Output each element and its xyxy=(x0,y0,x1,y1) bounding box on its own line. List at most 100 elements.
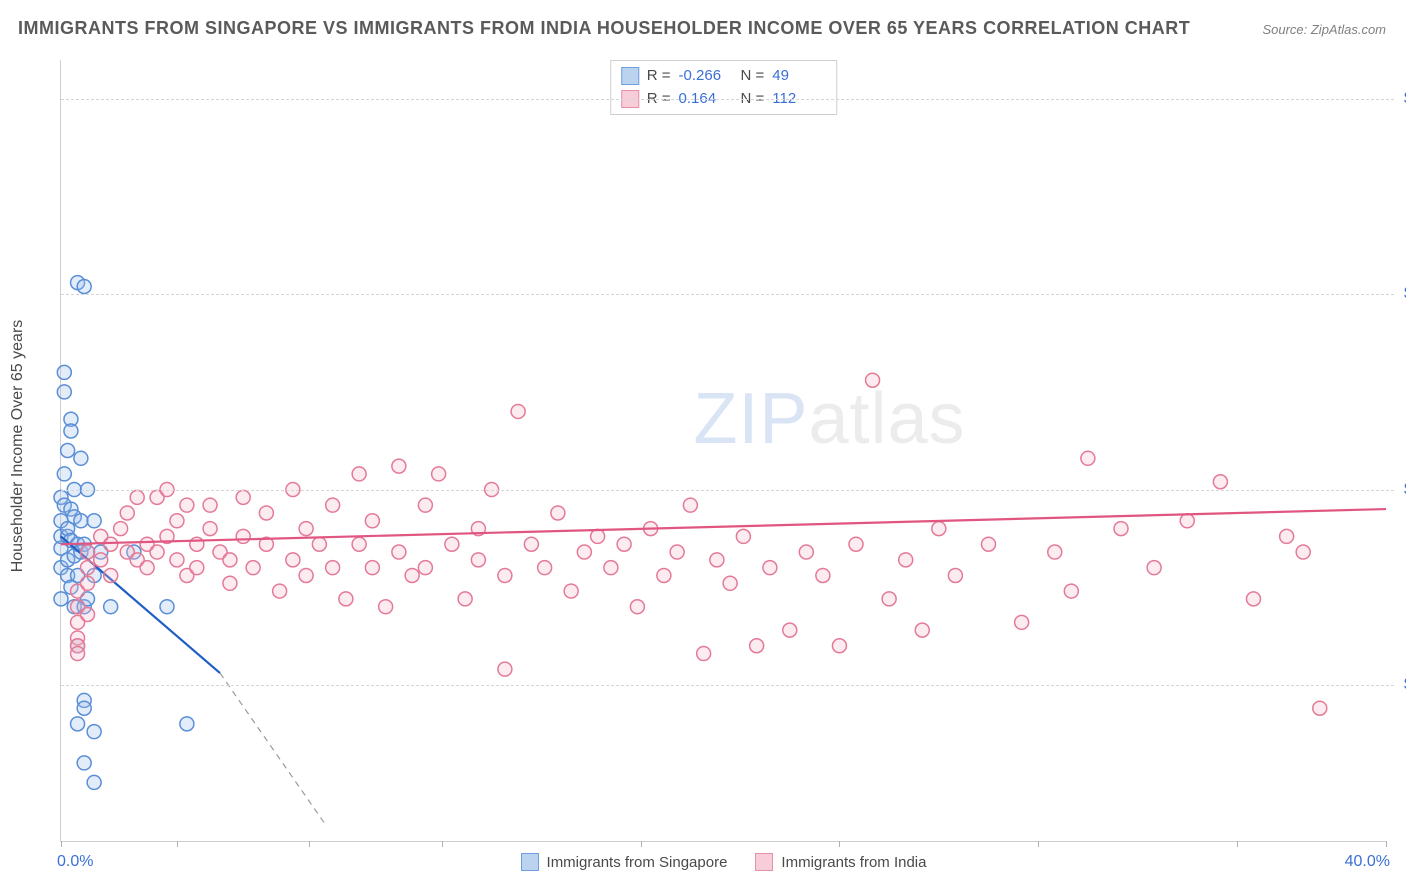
gridline xyxy=(61,685,1394,686)
data-point xyxy=(259,506,273,520)
stat-r-value: -0.266 xyxy=(679,65,733,88)
data-point xyxy=(392,459,406,473)
data-point xyxy=(81,608,95,622)
data-point xyxy=(160,600,174,614)
data-point xyxy=(74,514,88,528)
legend-label: Immigrants from Singapore xyxy=(547,854,728,871)
data-point xyxy=(81,576,95,590)
data-point xyxy=(524,537,538,551)
gridline xyxy=(61,99,1394,100)
stat-r-label: R = xyxy=(647,65,671,88)
legend-label: Immigrants from India xyxy=(781,854,926,871)
data-point xyxy=(104,537,118,551)
data-point xyxy=(74,451,88,465)
data-point xyxy=(246,561,260,575)
data-point xyxy=(392,545,406,559)
data-point xyxy=(87,514,101,528)
data-point xyxy=(1296,545,1310,559)
data-point xyxy=(670,545,684,559)
y-tick-label: $150,000 xyxy=(1394,285,1406,303)
data-point xyxy=(150,545,164,559)
data-point xyxy=(61,444,75,458)
scatter-svg xyxy=(61,60,1386,841)
data-point xyxy=(352,467,366,481)
data-point xyxy=(273,584,287,598)
data-point xyxy=(87,725,101,739)
data-point xyxy=(1015,615,1029,629)
data-point xyxy=(405,568,419,582)
data-point xyxy=(750,639,764,653)
x-tick-mark xyxy=(1038,841,1039,847)
data-point xyxy=(170,514,184,528)
data-point xyxy=(723,576,737,590)
source-attribution: Source: ZipAtlas.com xyxy=(1262,22,1386,37)
data-point xyxy=(64,424,78,438)
data-point xyxy=(697,647,711,661)
x-tick-mark xyxy=(61,841,62,847)
legend-item: Immigrants from India xyxy=(755,853,926,871)
data-point xyxy=(120,506,134,520)
chart-title: IMMIGRANTS FROM SINGAPORE VS IMMIGRANTS … xyxy=(18,18,1190,39)
stat-n-value: 49 xyxy=(772,65,826,88)
data-point xyxy=(365,561,379,575)
legend-swatch-icon xyxy=(521,853,539,871)
data-point xyxy=(432,467,446,481)
data-point xyxy=(1313,701,1327,715)
data-point xyxy=(1048,545,1062,559)
data-point xyxy=(915,623,929,637)
y-axis-label: Householder Income Over 65 years xyxy=(9,320,27,573)
data-point xyxy=(57,385,71,399)
data-point xyxy=(180,498,194,512)
data-point xyxy=(114,522,128,536)
data-point xyxy=(1064,584,1078,598)
data-point xyxy=(538,561,552,575)
data-point xyxy=(71,647,85,661)
data-point xyxy=(190,561,204,575)
data-point xyxy=(882,592,896,606)
x-max-label: 40.0% xyxy=(1345,853,1390,871)
data-point xyxy=(564,584,578,598)
data-point xyxy=(932,522,946,536)
data-point xyxy=(1114,522,1128,536)
gridline xyxy=(61,490,1394,491)
data-point xyxy=(203,522,217,536)
data-point xyxy=(87,775,101,789)
data-point xyxy=(180,717,194,731)
data-point xyxy=(948,568,962,582)
data-point xyxy=(445,537,459,551)
data-point xyxy=(140,561,154,575)
y-tick-label: $100,000 xyxy=(1394,481,1406,499)
data-point xyxy=(312,537,326,551)
data-point xyxy=(683,498,697,512)
data-point xyxy=(418,498,432,512)
data-point xyxy=(849,537,863,551)
data-point xyxy=(471,553,485,567)
data-point xyxy=(498,662,512,676)
data-point xyxy=(866,373,880,387)
data-point xyxy=(339,592,353,606)
data-point xyxy=(1247,592,1261,606)
data-point xyxy=(352,537,366,551)
data-point xyxy=(498,568,512,582)
x-tick-mark xyxy=(309,841,310,847)
chart-plot-area: ZIPatlas R =-0.266N =49R =0.164N =112 0.… xyxy=(60,60,1386,842)
y-tick-label: $50,000 xyxy=(1394,676,1406,694)
data-point xyxy=(81,561,95,575)
data-point xyxy=(203,498,217,512)
data-point xyxy=(591,529,605,543)
data-point xyxy=(1081,451,1095,465)
data-point xyxy=(617,537,631,551)
trend-line-extension xyxy=(220,673,326,825)
data-point xyxy=(54,592,68,606)
legend-item: Immigrants from Singapore xyxy=(521,853,728,871)
data-point xyxy=(982,537,996,551)
data-point xyxy=(418,561,432,575)
data-point xyxy=(326,498,340,512)
data-point xyxy=(365,514,379,528)
x-tick-mark xyxy=(641,841,642,847)
data-point xyxy=(104,600,118,614)
data-point xyxy=(299,568,313,582)
data-point xyxy=(1213,475,1227,489)
data-point xyxy=(57,365,71,379)
data-point xyxy=(77,756,91,770)
